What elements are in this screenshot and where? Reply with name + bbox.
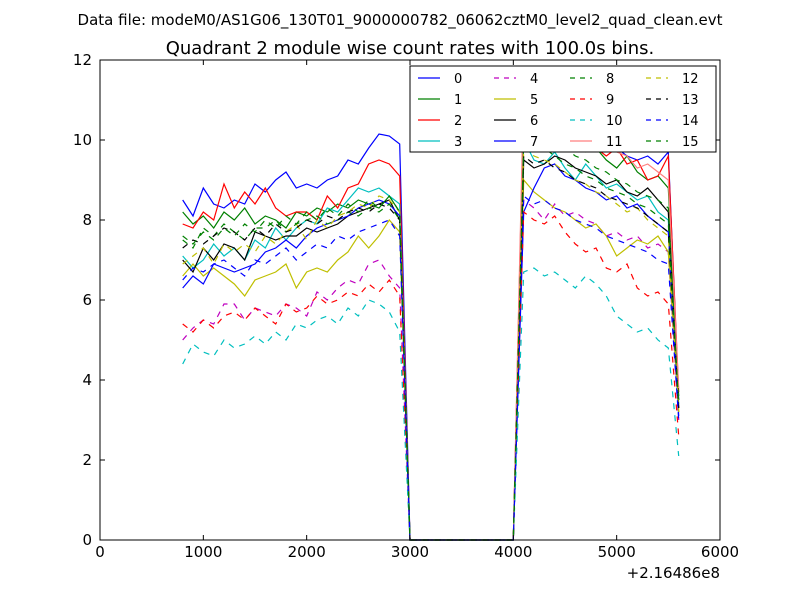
legend-label-0: 0 bbox=[454, 72, 462, 87]
legend-label-8: 8 bbox=[606, 72, 614, 87]
x-tick-label-2: 2000 bbox=[288, 543, 326, 561]
y-tick-label-0: 0 bbox=[82, 531, 92, 549]
y-tick-label-4: 8 bbox=[82, 211, 92, 229]
legend-label-2: 2 bbox=[454, 114, 462, 129]
chart-title: Quadrant 2 module wise count rates with … bbox=[166, 38, 655, 59]
legend-label-1: 1 bbox=[454, 93, 462, 108]
legend-frame bbox=[409, 65, 717, 153]
legend-label-4: 4 bbox=[530, 72, 538, 87]
series-line-13 bbox=[182, 154, 680, 541]
legend-label-3: 3 bbox=[454, 135, 462, 150]
x-tick-label-5: 5000 bbox=[598, 543, 636, 561]
suptitle: Data file: modeM0/AS1G06_130T01_90000007… bbox=[78, 11, 723, 30]
x-tick-label-4: 4000 bbox=[494, 543, 532, 561]
legend-label-11: 11 bbox=[606, 135, 623, 150]
legend-label-15: 15 bbox=[682, 135, 699, 150]
legend-label-13: 13 bbox=[682, 93, 699, 108]
x-axis: 0 1000 2000 3000 4000 5000 6000 bbox=[95, 60, 739, 561]
series-line-9 bbox=[182, 210, 680, 541]
legend-label-9: 9 bbox=[606, 93, 614, 108]
x-tick-label-0: 0 bbox=[95, 543, 105, 561]
legend-label-12: 12 bbox=[682, 72, 699, 87]
x-offset-label: +2.16486e8 bbox=[627, 564, 720, 582]
legend-label-5: 5 bbox=[530, 93, 538, 108]
y-tick-label-5: 10 bbox=[73, 131, 92, 149]
legend-label-14: 14 bbox=[682, 114, 699, 129]
y-tick-label-2: 4 bbox=[82, 371, 92, 389]
legend-label-10: 10 bbox=[606, 114, 623, 129]
legend-label-7: 7 bbox=[530, 135, 538, 150]
y-tick-label-3: 6 bbox=[82, 291, 92, 309]
x-tick-label-3: 3000 bbox=[391, 543, 429, 561]
y-tick-label-6: 12 bbox=[73, 51, 92, 69]
x-tick-label-1: 1000 bbox=[184, 543, 222, 561]
y-tick-label-1: 2 bbox=[82, 451, 92, 469]
legend-label-6: 6 bbox=[530, 114, 538, 129]
x-tick-label-6: 6000 bbox=[701, 543, 739, 561]
